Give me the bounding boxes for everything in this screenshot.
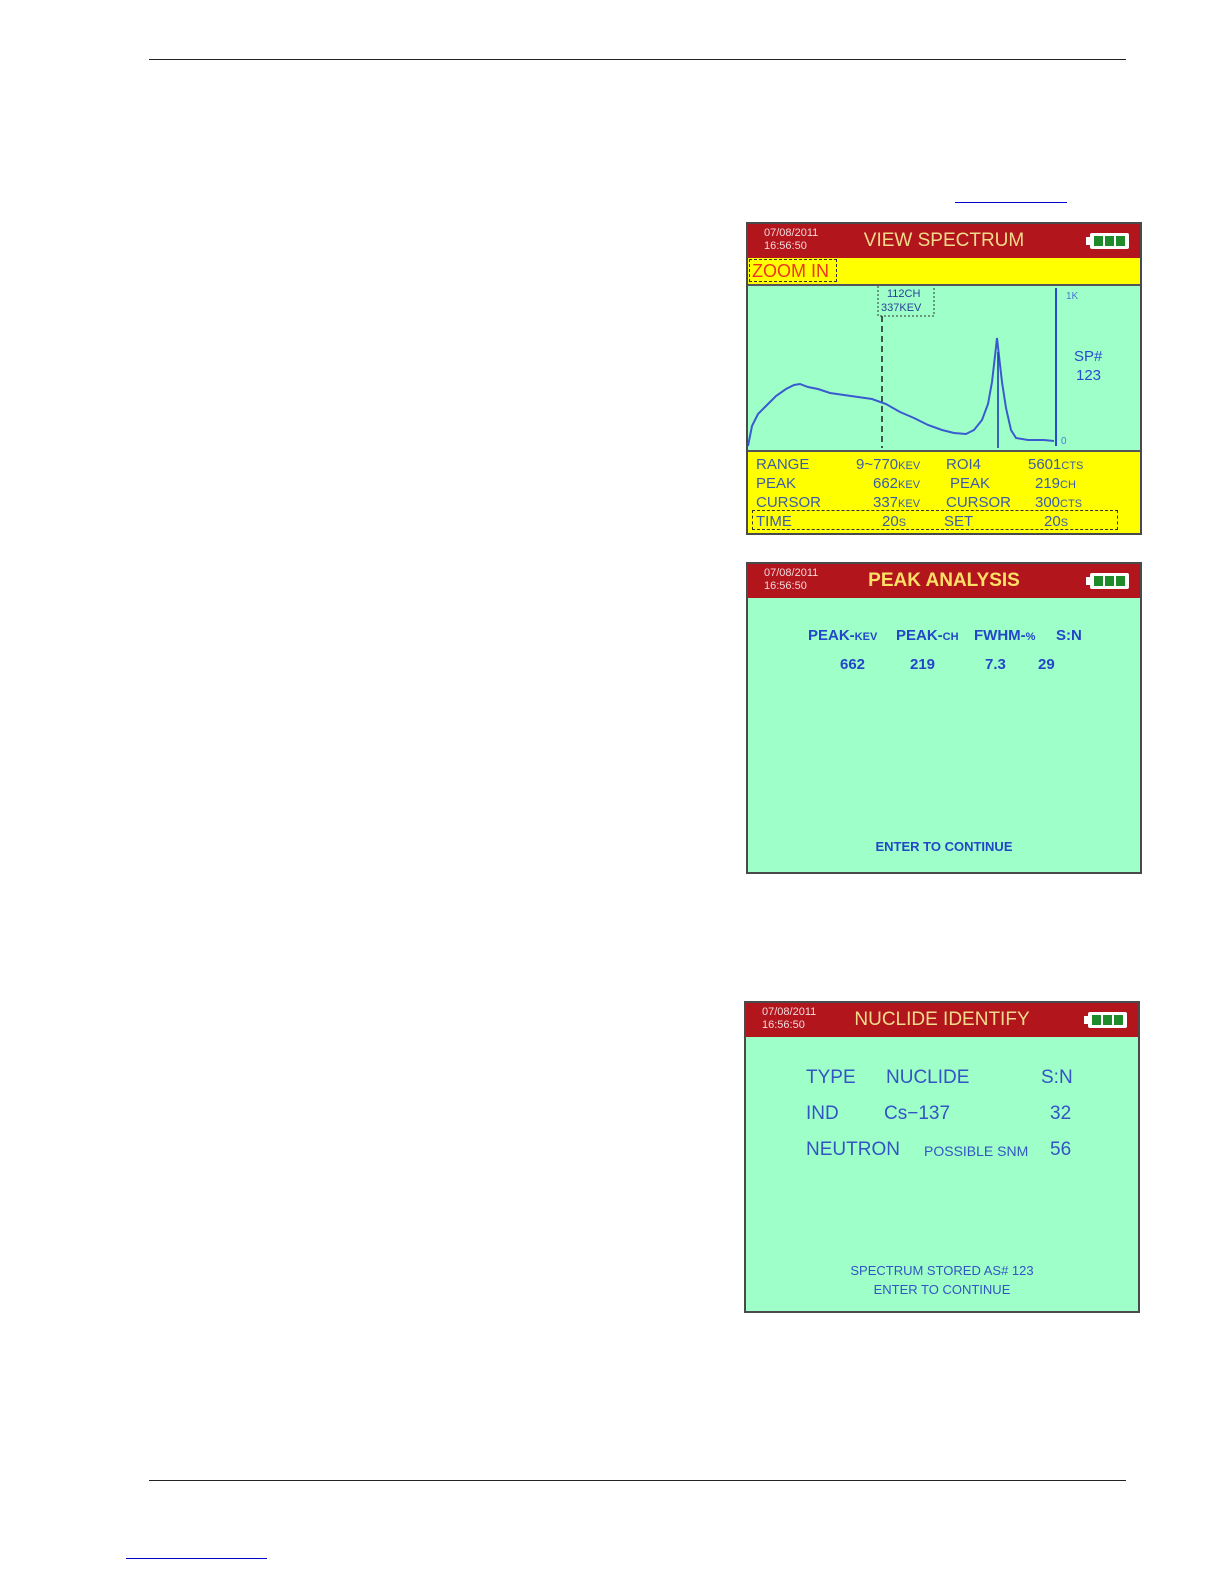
peak-ch-value: 219CH bbox=[1035, 475, 1076, 492]
info-panel: RANGE 9~770KEV ROI4 5601CTS PEAK 662KEV … bbox=[748, 450, 1140, 533]
zoom-bar: ZOOM IN bbox=[748, 258, 1140, 286]
range-value: 9~770KEV bbox=[856, 456, 921, 473]
value-peak-ch: 219 bbox=[910, 656, 936, 673]
title-bar: 07/08/2011 16:56:50 NUCLIDE IDENTIFY bbox=[746, 1003, 1138, 1037]
battery-icon bbox=[1086, 233, 1129, 249]
time: 16:56:50 bbox=[764, 580, 807, 592]
y-axis-bottom-label: 0 bbox=[1061, 436, 1067, 447]
y-axis-top-label: 1K bbox=[1066, 291, 1079, 302]
footer-hyperlink-underline[interactable] bbox=[126, 1558, 267, 1559]
set-value: 20S bbox=[1044, 513, 1069, 530]
date: 07/08/2011 bbox=[762, 1006, 817, 1018]
header-type: TYPE bbox=[806, 1067, 856, 1088]
roi-label: ROI4 bbox=[946, 456, 982, 473]
time: 16:56:50 bbox=[764, 240, 807, 252]
set-label: SET bbox=[944, 513, 974, 530]
value-fwhm: 7.3 bbox=[985, 656, 1006, 673]
zoom-in-label[interactable]: ZOOM IN bbox=[749, 259, 837, 282]
date: 07/08/2011 bbox=[764, 567, 819, 579]
cursor-label: CURSOR bbox=[756, 494, 822, 511]
title-bar: 07/08/2011 16:56:50 VIEW SPECTRUM bbox=[748, 224, 1140, 258]
cursor-cts-label: CURSOR bbox=[946, 494, 1012, 511]
col-fwhm: FWHM-% bbox=[974, 627, 1036, 644]
nuclide-identify-screen: 07/08/2011 16:56:50 NUCLIDE IDENTIFY TYP… bbox=[744, 1001, 1140, 1313]
peak-kev-value: 662KEV bbox=[873, 475, 921, 492]
datetime: 07/08/2011 16:56:50 bbox=[764, 567, 818, 593]
stored-message: SPECTRUM STORED AS# 123 bbox=[850, 1263, 1034, 1278]
time-value: 20S bbox=[882, 513, 907, 530]
cursor-cts-value: 300CTS bbox=[1035, 494, 1083, 511]
hyperlink-underline[interactable] bbox=[955, 202, 1067, 203]
datetime: 07/08/2011 16:56:50 bbox=[762, 1006, 816, 1032]
row2-type: NEUTRON bbox=[806, 1139, 900, 1160]
row1-type: IND bbox=[806, 1103, 839, 1124]
cursor-kev-value: 337KEV bbox=[873, 494, 921, 511]
value-peak-kev: 662 bbox=[840, 656, 866, 673]
sp-number: 123 bbox=[1076, 367, 1101, 384]
row2-sn: 56 bbox=[1050, 1139, 1072, 1160]
date: 07/08/2011 bbox=[764, 227, 819, 239]
peak-ch-label: PEAK bbox=[950, 475, 991, 492]
header-rule bbox=[149, 59, 1126, 60]
cursor-ch-label: 112CH bbox=[887, 288, 920, 300]
time-label: TIME bbox=[756, 513, 792, 530]
row1-sn: 32 bbox=[1050, 1103, 1072, 1124]
screen-title: NUCLIDE IDENTIFY bbox=[854, 1009, 1030, 1030]
header-nuclide: NUCLIDE bbox=[886, 1067, 970, 1088]
peak-analysis-screen: 07/08/2011 16:56:50 PEAK ANALYSIS PEAK-K… bbox=[746, 562, 1142, 874]
header-sn: S:N bbox=[1041, 1067, 1073, 1088]
footer-rule bbox=[149, 1480, 1126, 1481]
col-peak-ch: PEAK-CH bbox=[896, 627, 959, 644]
time-row-selection[interactable] bbox=[752, 510, 1118, 530]
cursor-readout-box bbox=[877, 286, 935, 317]
spectrum-trace bbox=[748, 337, 1055, 447]
screen-title: PEAK ANALYSIS bbox=[868, 570, 1020, 591]
spectrum-plot: 112CH 337KEV 1K 0 SP# 123 bbox=[748, 286, 1103, 448]
datetime: 07/08/2011 16:56:50 bbox=[764, 227, 818, 253]
sp-label: SP# bbox=[1074, 348, 1103, 365]
row2-nuclide: POSSIBLE SNM bbox=[924, 1143, 1029, 1159]
peak-label: PEAK bbox=[756, 475, 797, 492]
battery-icon bbox=[1086, 573, 1129, 589]
view-spectrum-screen: 07/08/2011 16:56:50 VIEW SPECTRUM ZOOM I… bbox=[746, 222, 1142, 535]
continue-prompt[interactable]: ENTER TO CONTINUE bbox=[873, 1282, 1011, 1297]
col-peak-kev: PEAK-KEV bbox=[808, 627, 878, 644]
time: 16:56:50 bbox=[762, 1019, 805, 1031]
col-sn: S:N bbox=[1056, 627, 1082, 644]
title-bar: 07/08/2011 16:56:50 PEAK ANALYSIS bbox=[748, 564, 1140, 598]
battery-icon bbox=[1084, 1012, 1127, 1028]
roi-value: 5601CTS bbox=[1028, 456, 1084, 473]
value-sn: 29 bbox=[1038, 656, 1055, 673]
screen-title: VIEW SPECTRUM bbox=[863, 230, 1025, 251]
cursor-kev-label: 337KEV bbox=[881, 302, 922, 314]
range-label: RANGE bbox=[756, 456, 810, 473]
row1-nuclide: Cs−137 bbox=[884, 1103, 951, 1124]
continue-prompt[interactable]: ENTER TO CONTINUE bbox=[875, 839, 1013, 854]
